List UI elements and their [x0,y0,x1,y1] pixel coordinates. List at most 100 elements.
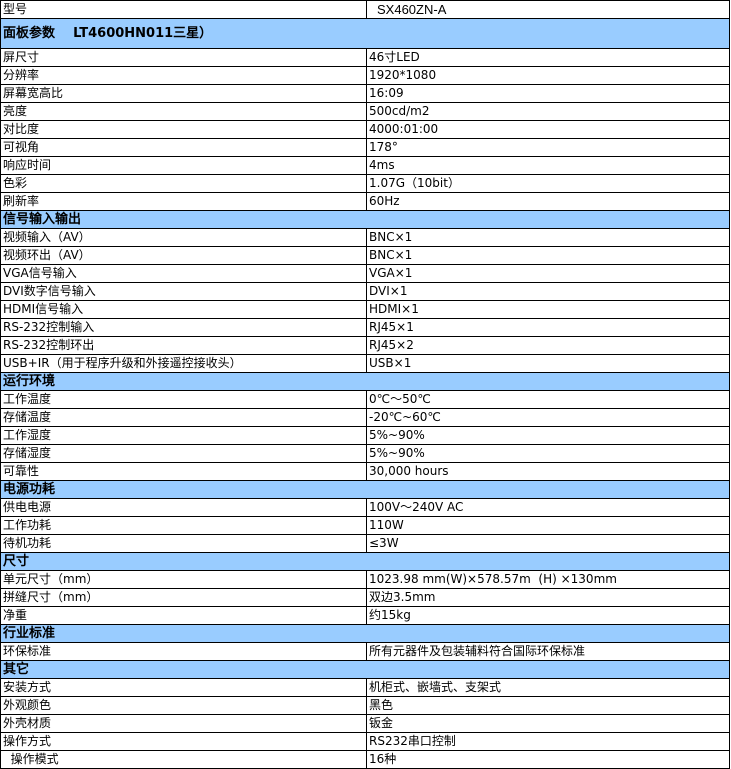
section-header: 行业标准 [0,624,730,643]
spec-row: 可视角 178° [0,138,730,157]
spec-label: 视频输入（AV） [0,228,367,247]
spec-value: 46寸LED [366,48,730,67]
spec-value: 60Hz [366,192,730,211]
spec-row: 存储温度 -20℃~60℃ [0,408,730,427]
spec-value: RJ45×2 [366,336,730,355]
spec-value: 100V～240V AC [366,498,730,517]
spec-row: 供电电源 100V～240V AC [0,498,730,517]
spec-value: DVI×1 [366,282,730,301]
spec-label: 环保标准 [0,642,367,661]
spec-value: -20℃~60℃ [366,408,730,427]
model-row: 型号 SX460ZN-A [0,0,730,19]
section-header: 面板参数 LT4600HN011三星） [0,18,730,49]
spec-value: VGA×1 [366,264,730,283]
spec-value: 500cd/m2 [366,102,730,121]
spec-row: 操作方式 RS232串口控制 [0,732,730,751]
spec-label: 拼缝尺寸（mm） [0,588,367,607]
spec-label: VGA信号输入 [0,264,367,283]
section-header: 尺寸 [0,552,730,571]
section-header: 其它 [0,660,730,679]
spec-value: 16种 [366,750,730,769]
spec-label: 外观颜色 [0,696,367,715]
spec-label: 屏尺寸 [0,48,367,67]
spec-label: USB+IR（用于程序升级和外接遥控接收头） [0,354,367,373]
section-title: 信号输入输出 [0,210,730,229]
spec-label: 存储温度 [0,408,367,427]
spec-row: 工作温度 0℃～50℃ [0,390,730,409]
spec-row: 外壳材质 钣金 [0,714,730,733]
spec-row: RS-232控制环出 RJ45×2 [0,336,730,355]
spec-label: 供电电源 [0,498,367,517]
spec-label: 刷新率 [0,192,367,211]
spec-row: 工作功耗 110W [0,516,730,535]
spec-label: 安装方式 [0,678,367,697]
spec-label: RS-232控制环出 [0,336,367,355]
spec-value: 30,000 hours [366,462,730,481]
spec-label: 操作方式 [0,732,367,751]
spec-row: 外观颜色 黑色 [0,696,730,715]
spec-row: 待机功耗 ≤3W [0,534,730,553]
spec-value: USB×1 [366,354,730,373]
spec-value: BNC×1 [366,246,730,265]
spec-row: 屏幕宽高比 16:09 [0,84,730,103]
spec-row: 视频环出（AV） BNC×1 [0,246,730,265]
section-header: 电源功耗 [0,480,730,499]
spec-row: 存储湿度 5%~90% [0,444,730,463]
spec-label: 净重 [0,606,367,625]
spec-row: 环保标准 所有元器件及包装辅料符合国际环保标准 [0,642,730,661]
spec-value: 钣金 [366,714,730,733]
section-title: 尺寸 [0,552,730,571]
spec-row: RS-232控制输入 RJ45×1 [0,318,730,337]
spec-label: 单元尺寸（mm） [0,570,367,589]
section-header: 信号输入输出 [0,210,730,229]
spec-label: 分辨率 [0,66,367,85]
spec-value: 1023.98 mm(W)×578.57m (H) ×130mm [366,570,730,589]
spec-label: 工作功耗 [0,516,367,535]
section-header: 运行环境 [0,372,730,391]
spec-row: 可靠性 30,000 hours [0,462,730,481]
spec-row: USB+IR（用于程序升级和外接遥控接收头） USB×1 [0,354,730,373]
model-label: 型号 [0,0,367,19]
spec-label: 存储湿度 [0,444,367,463]
spec-label: 工作温度 [0,390,367,409]
spec-row: DVI数字信号输入 DVI×1 [0,282,730,301]
spec-value: 1.07G（10bit） [366,174,730,193]
spec-label: 操作模式 [0,750,367,769]
spec-value: 178° [366,138,730,157]
spec-label: 色彩 [0,174,367,193]
spec-label: 可视角 [0,138,367,157]
spec-value: 4ms [366,156,730,175]
spec-row: 视频输入（AV） BNC×1 [0,228,730,247]
section-title: 其它 [0,660,730,679]
spec-row: 净重 约15kg [0,606,730,625]
spec-label: 可靠性 [0,462,367,481]
spec-row: 单元尺寸（mm） 1023.98 mm(W)×578.57m (H) ×130mm [0,570,730,589]
spec-value: ≤3W [366,534,730,553]
spec-row: HDMI信号输入 HDMI×1 [0,300,730,319]
spec-value: 机柜式、嵌墙式、支架式 [366,678,730,697]
spec-row: 工作湿度 5%~90% [0,426,730,445]
model-value: SX460ZN-A [366,0,730,19]
spec-value: 4000:01:00 [366,120,730,139]
section-title: 面板参数 LT4600HN011三星） [0,18,730,49]
spec-row: 分辨率 1920*1080 [0,66,730,85]
spec-label: 视频环出（AV） [0,246,367,265]
spec-label: 待机功耗 [0,534,367,553]
spec-value: 110W [366,516,730,535]
spec-value: BNC×1 [366,228,730,247]
spec-label: 工作湿度 [0,426,367,445]
spec-label: 外壳材质 [0,714,367,733]
spec-value: RJ45×1 [366,318,730,337]
spec-row: 屏尺寸 46寸LED [0,48,730,67]
spec-label: HDMI信号输入 [0,300,367,319]
spec-row: 色彩 1.07G（10bit） [0,174,730,193]
spec-row: 刷新率 60Hz [0,192,730,211]
spec-value: 双边3.5mm [366,588,730,607]
spec-label: 屏幕宽高比 [0,84,367,103]
spec-value: 所有元器件及包装辅料符合国际环保标准 [366,642,730,661]
spec-label: RS-232控制输入 [0,318,367,337]
spec-value: HDMI×1 [366,300,730,319]
spec-value: 5%~90% [366,426,730,445]
spec-row: 响应时间 4ms [0,156,730,175]
section-title: 行业标准 [0,624,730,643]
